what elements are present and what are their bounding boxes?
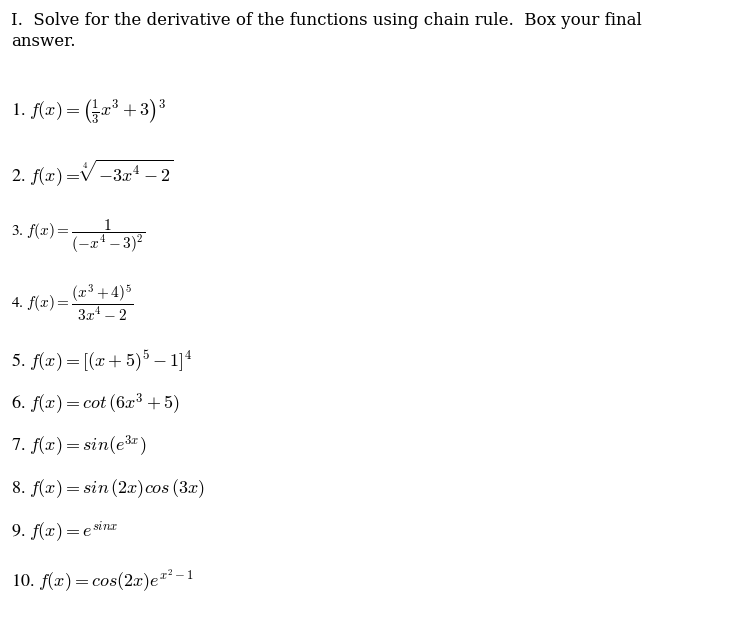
Text: I.  Solve for the derivative of the functions using chain rule.  Box your final: I. Solve for the derivative of the funct… (11, 12, 642, 30)
Text: 8. $f(x) = sin\,(2x)cos\,(3x)$: 8. $f(x) = sin\,(2x)cos\,(3x)$ (11, 477, 205, 499)
Text: 3. $f(x) = \dfrac{1}{(-x^4-3)^2}$: 3. $f(x) = \dfrac{1}{(-x^4-3)^2}$ (11, 218, 145, 255)
Text: 6. $f(x) = cot\,(6x^3 + 5)$: 6. $f(x) = cot\,(6x^3 + 5)$ (11, 392, 180, 417)
Text: 4. $f(x) = \dfrac{(x^3+4)^5}{3x^4-2}$: 4. $f(x) = \dfrac{(x^3+4)^5}{3x^4-2}$ (11, 282, 133, 323)
Text: answer.: answer. (11, 33, 76, 51)
Text: 5. $f(x) = [(x + 5)^5 - 1]^4$: 5. $f(x) = [(x + 5)^5 - 1]^4$ (11, 349, 193, 375)
Text: 1. $f(x) = \left(\frac{1}{3}x^3 + 3\right)^3$: 1. $f(x) = \left(\frac{1}{3}x^3 + 3\righ… (11, 97, 167, 125)
Text: 10. $f(x) = cos(2x)e^{x^2-1}$: 10. $f(x) = cos(2x)e^{x^2-1}$ (11, 567, 194, 595)
Text: 7. $f(x) = sin(e^{3x})$: 7. $f(x) = sin(e^{3x})$ (11, 434, 147, 459)
Text: 9. $f(x) = e^{sinx}$: 9. $f(x) = e^{sinx}$ (11, 520, 119, 545)
Text: 2. $f(x) = \sqrt[4]{-3x^4 - 2}$: 2. $f(x) = \sqrt[4]{-3x^4 - 2}$ (11, 158, 174, 188)
